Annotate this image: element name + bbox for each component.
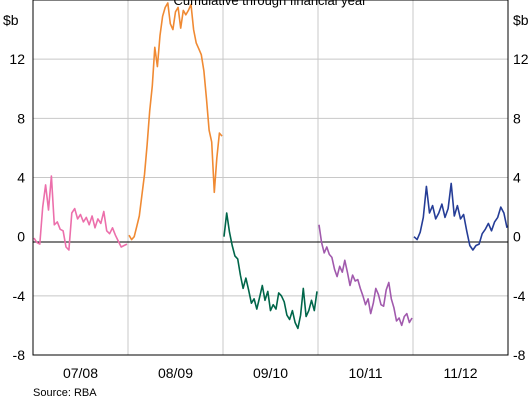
y-tick-labels: -8 -8 -4 -4 0 0 4 4 8 8 12 12: [9, 51, 528, 363]
y-tick-label-right: -8: [513, 347, 526, 363]
series-layer: [33, 2, 508, 330]
chart-title: Cumulative through financial year: [174, 0, 368, 8]
y-tick-label-right: 0: [513, 229, 521, 245]
series-line-07-08: [33, 175, 128, 251]
series-line-11-12: [413, 182, 508, 251]
y-axis-unit-right: $b: [513, 12, 529, 28]
x-tick-label: 07/08: [63, 365, 98, 381]
y-axis-unit-left: $b: [3, 12, 19, 28]
y-tick-label-left: 8: [17, 110, 25, 126]
source-note: Source: RBA: [33, 387, 97, 399]
series-line-09-10: [223, 212, 318, 330]
y-tick-label-left: -8: [13, 347, 26, 363]
y-tick-label-left: 4: [17, 170, 25, 186]
y-tick-label-right: 8: [513, 110, 521, 126]
plot-frame: [32, 0, 509, 356]
y-tick-label-left: 12: [9, 51, 25, 67]
series-line-10-11: [318, 224, 413, 327]
y-tick-label-right: -4: [513, 288, 526, 304]
grid-lines: [33, 0, 508, 355]
y-tick-label-left: 0: [17, 229, 25, 245]
x-tick-label: 10/11: [349, 365, 383, 381]
series-line-08-09: [128, 2, 223, 241]
x-tick-label: 08/09: [158, 365, 193, 381]
x-tick-label: 11/12: [444, 365, 478, 381]
y-tick-label-left: -4: [13, 288, 26, 304]
x-tick-label: 09/10: [253, 365, 288, 381]
x-tick-labels: 07/08 08/09 09/10 10/11 11/12: [63, 365, 478, 381]
y-tick-label-right: 4: [513, 170, 521, 186]
y-tick-label-right: 12: [513, 51, 529, 67]
